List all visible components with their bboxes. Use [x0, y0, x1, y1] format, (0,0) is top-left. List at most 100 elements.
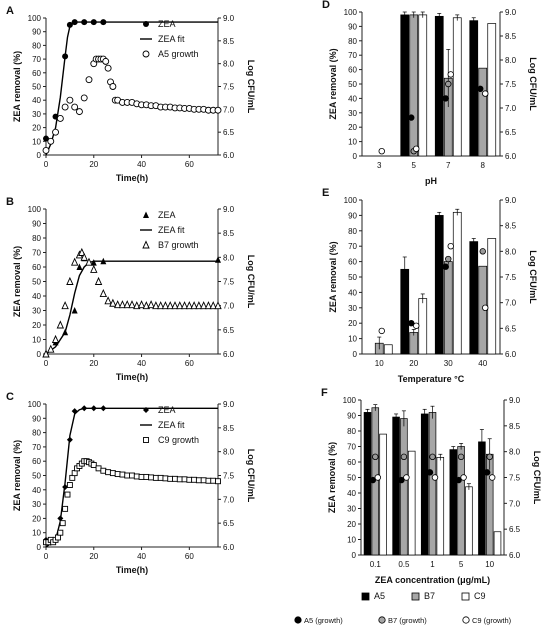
growth-point-black	[369, 476, 376, 484]
y-tick-label: 90	[32, 414, 41, 423]
y2-tick-label: 7.5	[223, 472, 235, 481]
data-point-b7-growth	[51, 334, 60, 343]
data-point-b7-growth	[147, 300, 155, 309]
y-tick-label: 50	[32, 278, 41, 287]
legend-marker	[143, 407, 149, 413]
panel-letter: A	[6, 5, 14, 17]
x-tick-label: 20	[409, 359, 418, 368]
x-tick-label: 60	[185, 552, 194, 561]
bar-c9	[487, 23, 497, 157]
y2-tick-label: 6.5	[505, 324, 517, 333]
y2-tick-label: 7.0	[223, 105, 235, 114]
bar-c9	[436, 457, 445, 556]
data-point-a5-growth	[71, 103, 79, 111]
data-point-b7-growth	[113, 300, 122, 309]
data-point-c9-growth	[100, 467, 107, 474]
x-tick-label: 0.5	[398, 560, 410, 569]
y2-tick-label: 6.0	[223, 350, 235, 359]
data-point-b7-growth	[156, 301, 165, 310]
data-point-b7-growth	[42, 349, 50, 358]
growth-point-gray	[429, 453, 436, 461]
growth-point-gray	[479, 248, 486, 255]
data-point-b7-growth	[195, 301, 203, 310]
growth-point-gray	[400, 453, 408, 461]
x-tick-label: 20	[89, 359, 98, 368]
y-axis-title: ZEA removal (%)	[12, 246, 22, 317]
growth-point-white	[431, 474, 439, 481]
data-point-b7-growth	[85, 257, 93, 266]
y2-tick-label: 8.0	[223, 60, 235, 69]
data-point-a5-growth	[109, 83, 117, 90]
y-tick-label: 40	[348, 94, 357, 103]
x-tick-label: 60	[185, 160, 194, 169]
legend-bar-swatch	[361, 592, 370, 601]
x-tick-label: 40	[478, 359, 487, 368]
data-point-b7-growth	[99, 289, 108, 298]
y-tick-label: 10	[32, 336, 41, 345]
x-axis-title: Time(h)	[116, 372, 148, 382]
growth-point-white	[403, 474, 410, 481]
y-tick-label: 10	[32, 137, 41, 146]
growth-point-white	[378, 147, 385, 155]
series-line-zea-fit	[45, 260, 218, 355]
data-point-a5-growth	[104, 64, 112, 72]
data-point-b7-growth	[214, 301, 222, 310]
y-tick-label: 40	[32, 292, 41, 301]
data-point-a5-growth	[52, 128, 60, 136]
bar-b7	[443, 261, 453, 355]
bar-a5	[392, 416, 400, 556]
bar-a5	[478, 441, 486, 556]
y2-tick-label: 8.5	[505, 32, 517, 41]
growth-point-gray	[445, 80, 452, 88]
bottom-legend: A5 B7 C9 A5 (growth) B7 (growth) C9 (growth)	[294, 591, 512, 625]
data-point-c9-growth	[129, 472, 135, 479]
growth-point-gray	[457, 453, 465, 461]
y2-tick-label: 8.5	[505, 222, 517, 231]
y2-tick-label: 7.5	[223, 83, 235, 92]
y-tick-label: 10	[32, 529, 41, 538]
data-point-b7-growth	[70, 257, 79, 266]
y-tick-label: 0	[37, 151, 42, 160]
y-tick-label: 50	[348, 80, 357, 89]
panel-c: C 0 10 20 30 40 50 60 70 80 90 100 6.0 6.5 7.0 7.5 8.0 8.…	[6, 391, 256, 575]
data-point-b7-growth	[133, 301, 141, 310]
y-tick-label: 0	[37, 350, 42, 359]
growth-point-white	[447, 71, 454, 78]
y-tick-label: 60	[32, 69, 41, 78]
data-point-b7-growth	[109, 298, 117, 307]
legend-label: ZEA fit	[158, 34, 185, 44]
data-point-b7-growth	[142, 301, 151, 310]
y-tick-label: 40	[32, 486, 41, 495]
y-tick-label: 30	[348, 109, 357, 118]
growth-point-white	[482, 304, 489, 311]
data-point-b7-growth	[171, 301, 179, 310]
y2-tick-label: 6.0	[505, 350, 517, 359]
growth-point-white	[413, 322, 420, 329]
data-point-b7-growth	[190, 301, 198, 310]
y-tick-label: 0	[353, 350, 358, 359]
y2-tick-label: 6.5	[223, 128, 235, 137]
panel-e: E 0 10 20 30 40 50 60 70 80 90 100 6.0 6.5 7.0 7.5 8.0 8.…	[322, 187, 538, 384]
y-tick-label: 80	[32, 41, 41, 50]
y-tick-label: 40	[348, 288, 357, 297]
data-point-c9-growth	[138, 473, 145, 480]
data-point-a5-growth	[214, 106, 222, 114]
data-point-zea	[71, 307, 78, 314]
growth-point-white	[413, 145, 420, 152]
data-point-a5-growth	[42, 146, 50, 154]
y2-tick-label: 6.5	[505, 128, 517, 137]
y-tick-label: 0	[353, 152, 358, 161]
y2-tick-label: 6.0	[223, 543, 235, 552]
y-tick-label: 80	[32, 429, 41, 438]
y-tick-label: 30	[348, 304, 357, 313]
y-tick-label: 100	[28, 400, 42, 409]
data-point-c9-growth	[105, 469, 112, 476]
bar-a5	[434, 215, 444, 355]
y-tick-label: 100	[28, 205, 42, 214]
bar-c9	[452, 211, 462, 355]
y-tick-label: 70	[348, 242, 357, 251]
growth-point-gray	[445, 255, 452, 263]
bar-b7	[478, 67, 488, 157]
legend-label: B7 growth	[158, 240, 199, 250]
